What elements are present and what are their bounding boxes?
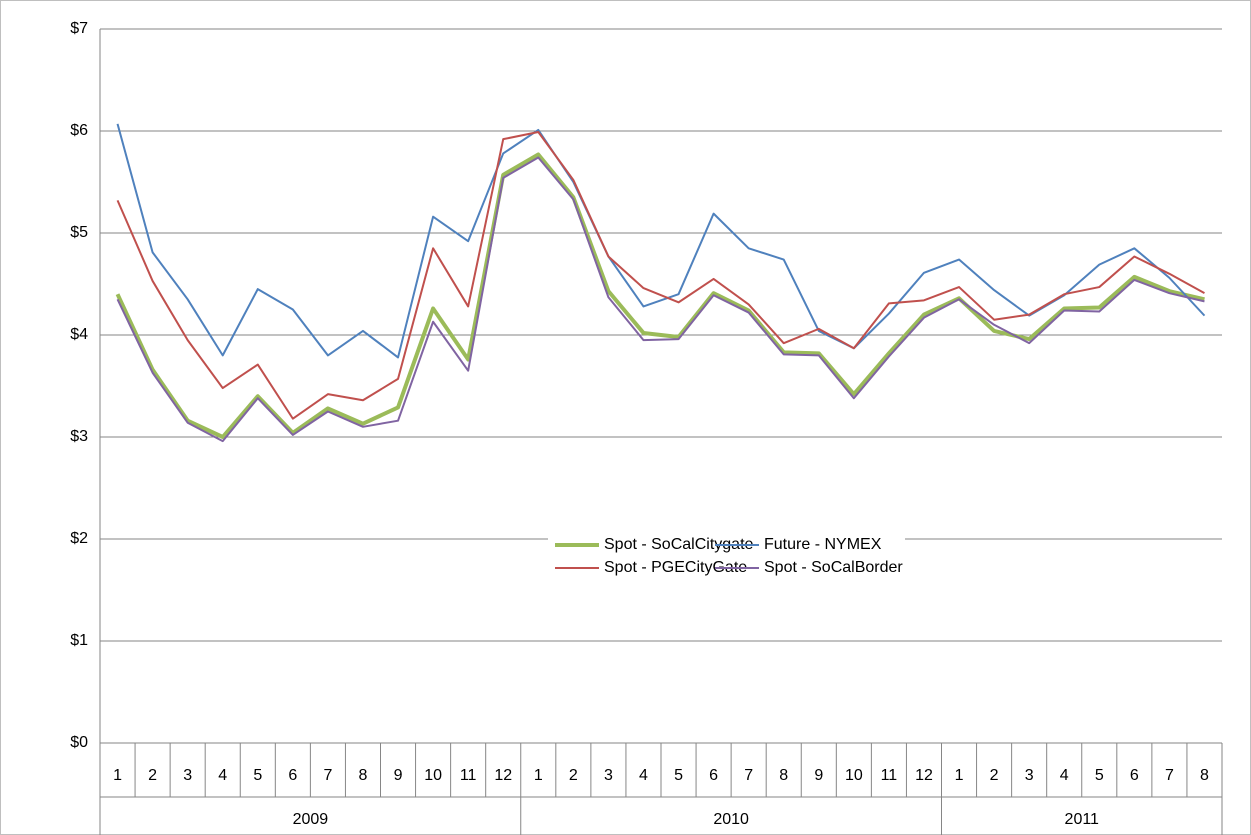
x-group-label: 2010 xyxy=(713,811,749,828)
x-tick-label: 3 xyxy=(604,767,613,784)
y-tick-label: $4 xyxy=(70,326,88,343)
x-tick-label: 8 xyxy=(359,767,368,784)
legend-box xyxy=(548,532,905,582)
x-tick-label: 7 xyxy=(323,767,332,784)
y-tick-label: $0 xyxy=(70,734,88,751)
series-line xyxy=(116,131,1205,420)
x-tick-label: 10 xyxy=(424,767,442,784)
x-tick-label: 11 xyxy=(460,767,477,784)
x-tick-label: 10 xyxy=(845,767,863,784)
x-tick-label: 12 xyxy=(915,767,933,784)
legend-label: Spot - SoCalBorder xyxy=(764,559,903,576)
y-tick-label: $1 xyxy=(70,632,88,649)
legend-label: Spot - PGECityGate xyxy=(604,559,747,576)
x-tick-label: 1 xyxy=(113,767,122,784)
x-group-label: 2011 xyxy=(1065,811,1100,828)
x-tick-label: 6 xyxy=(1130,767,1139,784)
x-tick-label: 6 xyxy=(709,767,718,784)
series-line xyxy=(116,156,1205,443)
y-tick-label: $6 xyxy=(70,122,88,139)
series-line xyxy=(115,152,1205,439)
legend-label: Future - NYMEX xyxy=(764,536,882,553)
x-tick-label: 2 xyxy=(148,767,157,784)
x-tick-label: 7 xyxy=(1165,767,1174,784)
legend-label: Spot - SoCalCitygate xyxy=(604,536,754,553)
y-tick-label: $2 xyxy=(70,530,88,547)
x-tick-label: 4 xyxy=(218,767,227,784)
x-tick-label: 6 xyxy=(288,767,297,784)
x-tick-label: 3 xyxy=(1025,767,1034,784)
y-tick-label: $3 xyxy=(70,428,88,445)
x-tick-label: 11 xyxy=(881,767,898,784)
x-tick-label: 12 xyxy=(494,767,512,784)
x-tick-label: 7 xyxy=(744,767,753,784)
x-tick-label: 9 xyxy=(394,767,403,784)
x-tick-label: 5 xyxy=(1095,767,1104,784)
x-tick-label: 8 xyxy=(779,767,788,784)
x-tick-label: 5 xyxy=(253,767,262,784)
x-tick-label: 4 xyxy=(639,767,648,784)
x-tick-label: 2 xyxy=(990,767,999,784)
x-tick-label: 1 xyxy=(955,767,964,784)
y-tick-label: $5 xyxy=(70,224,88,241)
x-tick-label: 4 xyxy=(1060,767,1069,784)
x-tick-label: 3 xyxy=(183,767,192,784)
x-tick-label: 9 xyxy=(814,767,823,784)
x-tick-label: 2 xyxy=(569,767,578,784)
x-tick-label: 8 xyxy=(1200,767,1209,784)
x-tick-label: 1 xyxy=(534,767,543,784)
x-tick-label: 5 xyxy=(674,767,683,784)
series-line xyxy=(116,123,1206,359)
y-tick-label: $7 xyxy=(70,20,88,37)
x-group-label: 2009 xyxy=(293,811,329,828)
